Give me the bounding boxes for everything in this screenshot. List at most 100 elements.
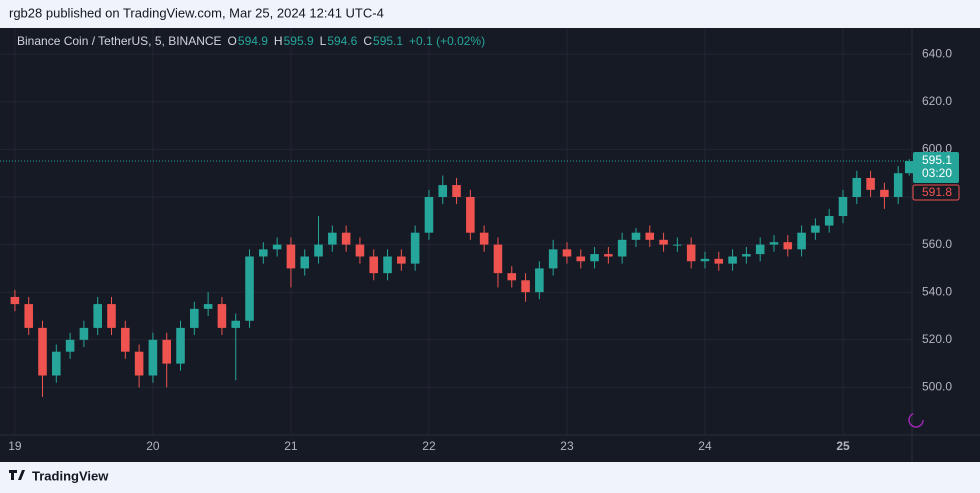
candle-body bbox=[548, 249, 558, 269]
legend-value: 595.9 bbox=[284, 34, 314, 48]
candle-body bbox=[134, 351, 144, 376]
publish-info: rgb28 published on TradingView.com, Mar … bbox=[9, 5, 384, 20]
x-tick-label: 25 bbox=[836, 439, 850, 453]
candle-body bbox=[107, 304, 116, 328]
icon bbox=[908, 412, 924, 428]
x-tick-label: 24 bbox=[698, 439, 712, 453]
candle-body bbox=[700, 258, 710, 262]
candle-body bbox=[824, 216, 834, 226]
candle-body bbox=[176, 327, 185, 364]
candle-body bbox=[576, 256, 586, 262]
candle-body bbox=[769, 242, 779, 245]
candle-body bbox=[714, 258, 724, 264]
footer: TradingView bbox=[9, 468, 109, 483]
candle-body bbox=[507, 273, 517, 281]
y-tick-label: 500.0 bbox=[922, 380, 952, 394]
candle-body bbox=[493, 244, 503, 274]
candle-body bbox=[328, 232, 337, 245]
candle-body bbox=[452, 185, 461, 197]
candle-body bbox=[590, 254, 599, 262]
candle-body bbox=[728, 256, 737, 264]
y-tick-label: 560.0 bbox=[922, 237, 952, 251]
marker-price-box bbox=[912, 184, 960, 201]
candle-body bbox=[341, 232, 351, 245]
x-tick-label: 20 bbox=[146, 439, 160, 453]
candles bbox=[10, 159, 914, 397]
legend-change: +0.1 (+0.02%) bbox=[409, 34, 485, 48]
candle-body bbox=[742, 254, 751, 257]
candle-body bbox=[93, 304, 102, 328]
candle-body bbox=[162, 339, 171, 364]
candle-body bbox=[673, 244, 682, 246]
candle-body bbox=[783, 242, 793, 250]
candle-body bbox=[535, 268, 544, 293]
candle-body bbox=[203, 304, 213, 309]
candle-body bbox=[562, 249, 572, 257]
candle-body bbox=[811, 225, 820, 233]
candle-body bbox=[355, 244, 365, 257]
candle-body bbox=[755, 244, 765, 255]
candle-body bbox=[424, 196, 434, 233]
candle-body bbox=[852, 177, 862, 197]
candle-body bbox=[866, 177, 875, 190]
ohlc-legend: O 594.9 H 595.9 L 594.6 C 595.1 +0.1 (+0.02%) bbox=[228, 34, 486, 48]
candle-body bbox=[397, 256, 406, 264]
legend-label: O bbox=[228, 34, 237, 48]
candle-body bbox=[300, 256, 310, 269]
countdown: 03:20 bbox=[922, 166, 952, 180]
candle-body bbox=[631, 232, 641, 240]
candle-body bbox=[880, 189, 889, 197]
candle-body bbox=[438, 185, 448, 197]
candle-body bbox=[369, 256, 379, 274]
candle-body bbox=[521, 280, 530, 293]
candle-body bbox=[79, 327, 89, 340]
candle-body bbox=[190, 308, 199, 328]
candle-body bbox=[272, 244, 282, 250]
candle-body bbox=[245, 256, 254, 321]
candle-body bbox=[479, 232, 489, 245]
legend-value: 594.9 bbox=[238, 34, 268, 48]
candle-body bbox=[286, 244, 296, 269]
marker-price-label: 591.8 bbox=[922, 185, 952, 199]
legend-label: L bbox=[320, 34, 327, 48]
candle-body bbox=[52, 351, 61, 376]
candle-body bbox=[797, 232, 806, 250]
candle-body bbox=[259, 249, 268, 257]
candle-body bbox=[410, 232, 420, 264]
x-tick-label: 23 bbox=[560, 439, 574, 453]
candle-body bbox=[148, 339, 158, 376]
symbol: Binance Coin / TetherUS, 5, BINANCE bbox=[17, 34, 222, 48]
y-tick-label: 540.0 bbox=[922, 284, 952, 298]
candle-body bbox=[65, 339, 75, 352]
last-price-label: 595.1 bbox=[922, 153, 952, 167]
candle-body bbox=[217, 304, 227, 328]
legend-value: 594.6 bbox=[327, 34, 357, 48]
candle-body bbox=[10, 296, 20, 305]
candle-body bbox=[904, 161, 914, 174]
candle-body bbox=[24, 304, 33, 328]
candle-body bbox=[645, 232, 655, 240]
y-tick-label: 640.0 bbox=[922, 46, 952, 60]
candle-body bbox=[686, 244, 696, 262]
candle-body bbox=[383, 256, 392, 274]
last-price-box bbox=[913, 152, 959, 184]
x-tick-label: 21 bbox=[284, 439, 298, 453]
candle-body bbox=[617, 239, 627, 257]
legend-label: H bbox=[274, 34, 283, 48]
candle-body bbox=[838, 196, 848, 217]
candle-body bbox=[231, 320, 241, 328]
candle-body bbox=[121, 327, 130, 352]
candle-body bbox=[604, 254, 613, 257]
y-tick-label: 520.0 bbox=[922, 332, 952, 346]
candle-body bbox=[893, 173, 903, 197]
legend-value: 595.1 bbox=[373, 34, 403, 48]
candle-body bbox=[659, 239, 668, 245]
brand: TradingView bbox=[32, 468, 109, 483]
logo bbox=[9, 470, 25, 480]
y-tick-label: 620.0 bbox=[922, 94, 952, 108]
x-tick-label: 22 bbox=[422, 439, 436, 453]
x-tick-label: 19 bbox=[8, 439, 22, 453]
candle-body bbox=[38, 327, 47, 376]
